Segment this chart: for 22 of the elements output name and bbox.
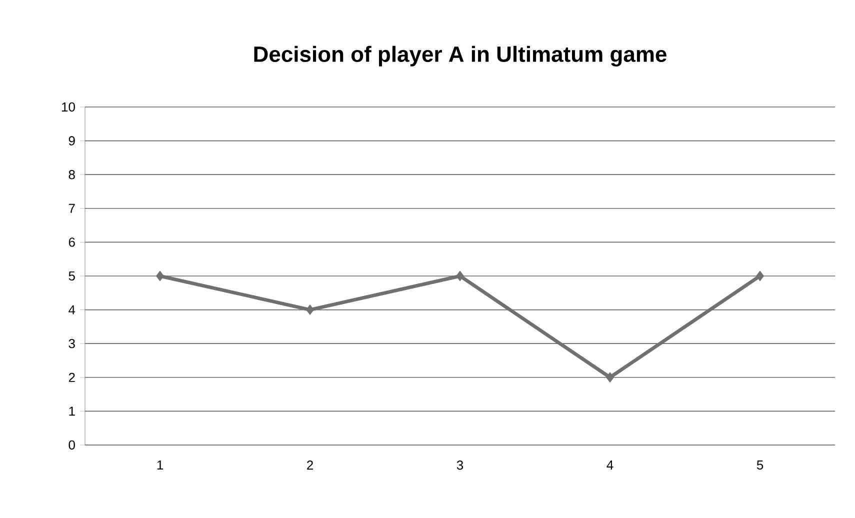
point (606, 372, 614, 383)
y-tick-label: 1 (69, 406, 75, 416)
x-tick-label: 4 (606, 460, 614, 470)
y-tick-label: 5 (68, 271, 75, 281)
point (456, 270, 464, 282)
point (756, 270, 764, 282)
point (306, 304, 314, 316)
y-tick-label: 7 (68, 204, 75, 213)
y-tick-label: 9 (68, 136, 75, 146)
x-tick-label: 2 (307, 460, 313, 470)
x-tick-label: 5 (756, 460, 764, 470)
y-tick-label: 8 (68, 170, 75, 180)
point (156, 270, 164, 282)
y-tick-label: 4 (68, 305, 76, 314)
x-tick-label: 3 (456, 460, 464, 470)
y-tick-label: 2 (68, 372, 75, 382)
y-tick-label: 10 (62, 102, 75, 112)
y-tick-label: 0 (68, 440, 75, 450)
y-tick-label: 3 (68, 338, 75, 348)
chart-title: Decision of player A in Ultimatum game (254, 46, 666, 66)
y-tick-label: 6 (68, 238, 75, 247)
x-tick-label: 1 (157, 460, 163, 470)
